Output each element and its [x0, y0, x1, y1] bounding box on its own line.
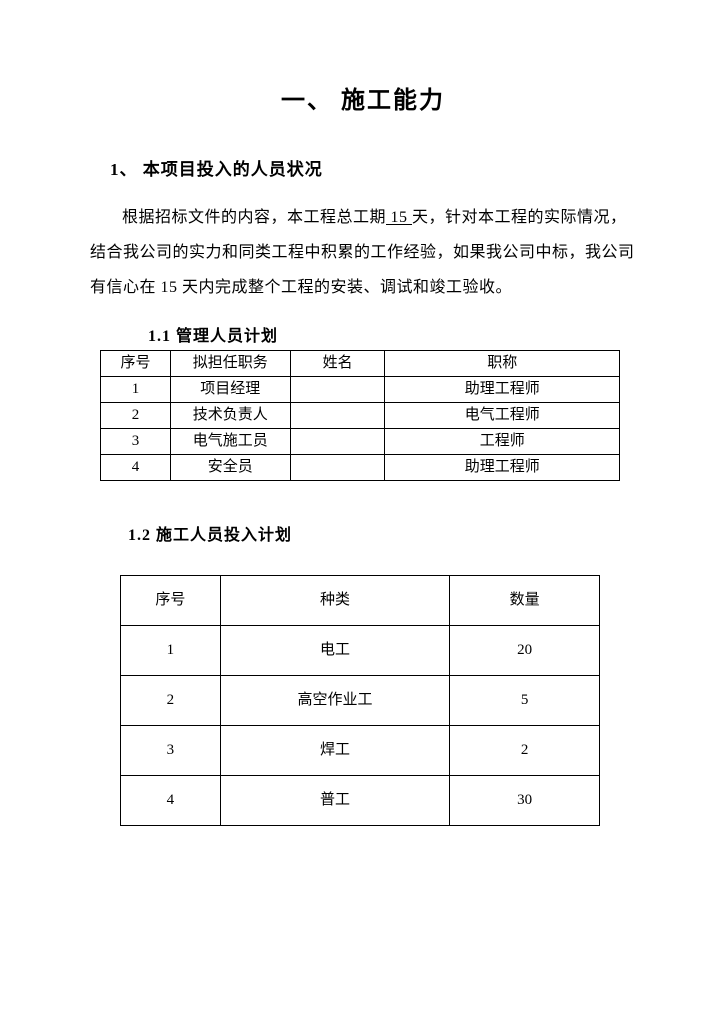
table-cell: 3 — [101, 428, 171, 454]
table-cell: 电气工程师 — [385, 402, 620, 428]
table-header-cell: 职称 — [385, 350, 620, 376]
table-cell: 4 — [101, 454, 171, 480]
table-row: 2 技术负责人 电气工程师 — [101, 402, 620, 428]
table-cell: 2 — [450, 725, 600, 775]
table-row: 1 项目经理 助理工程师 — [101, 376, 620, 402]
body-paragraph: 根据招标文件的内容，本工程总工期 15 天，针对本工程的实际情况，结合我公司的实… — [90, 200, 636, 306]
table-cell — [290, 454, 385, 480]
table-cell: 3 — [121, 725, 221, 775]
table-cell: 技术负责人 — [170, 402, 290, 428]
table-cell: 20 — [450, 625, 600, 675]
table-cell: 2 — [101, 402, 171, 428]
table-cell: 5 — [450, 675, 600, 725]
table-cell: 2 — [121, 675, 221, 725]
table-cell — [290, 428, 385, 454]
table-row: 4 普工 30 — [121, 775, 600, 825]
table1-title: 1.1 管理人员计划 — [148, 322, 636, 346]
table-row: 1 电工 20 — [121, 625, 600, 675]
table-header-row: 序号 种类 数量 — [121, 575, 600, 625]
paragraph-text-1: 根据招标文件的内容，本工程总工期 — [122, 209, 386, 226]
table-header-cell: 姓名 — [290, 350, 385, 376]
table-row: 3 电气施工员 工程师 — [101, 428, 620, 454]
table-cell: 助理工程师 — [385, 454, 620, 480]
table-cell: 4 — [121, 775, 221, 825]
chapter-title: 一、 施工能力 — [90, 80, 636, 115]
duration-underlined: 15 — [386, 209, 412, 226]
table-cell: 30 — [450, 775, 600, 825]
management-personnel-table: 序号 拟担任职务 姓名 职称 1 项目经理 助理工程师 2 技术负责人 电气工程… — [100, 350, 620, 481]
table-cell — [290, 376, 385, 402]
table-cell: 助理工程师 — [385, 376, 620, 402]
table-cell: 项目经理 — [170, 376, 290, 402]
table2-title: 1.2 施工人员投入计划 — [128, 521, 636, 545]
table-cell: 1 — [121, 625, 221, 675]
table-header-cell: 数量 — [450, 575, 600, 625]
table-header-cell: 序号 — [121, 575, 221, 625]
table-header-cell: 拟担任职务 — [170, 350, 290, 376]
table-row: 2 高空作业工 5 — [121, 675, 600, 725]
table-cell: 安全员 — [170, 454, 290, 480]
table-header-cell: 种类 — [220, 575, 449, 625]
table-cell: 1 — [101, 376, 171, 402]
table-header-row: 序号 拟担任职务 姓名 职称 — [101, 350, 620, 376]
table-header-cell: 序号 — [101, 350, 171, 376]
table-cell: 焊工 — [220, 725, 449, 775]
table-cell: 高空作业工 — [220, 675, 449, 725]
table-cell: 普工 — [220, 775, 449, 825]
table-cell: 工程师 — [385, 428, 620, 454]
table-cell: 电气施工员 — [170, 428, 290, 454]
section-title: 1、 本项目投入的人员状况 — [90, 155, 636, 180]
construction-personnel-table: 序号 种类 数量 1 电工 20 2 高空作业工 5 3 焊工 2 4 普工 3… — [120, 575, 600, 826]
table-row: 4 安全员 助理工程师 — [101, 454, 620, 480]
table-cell — [290, 402, 385, 428]
table-row: 3 焊工 2 — [121, 725, 600, 775]
table-cell: 电工 — [220, 625, 449, 675]
